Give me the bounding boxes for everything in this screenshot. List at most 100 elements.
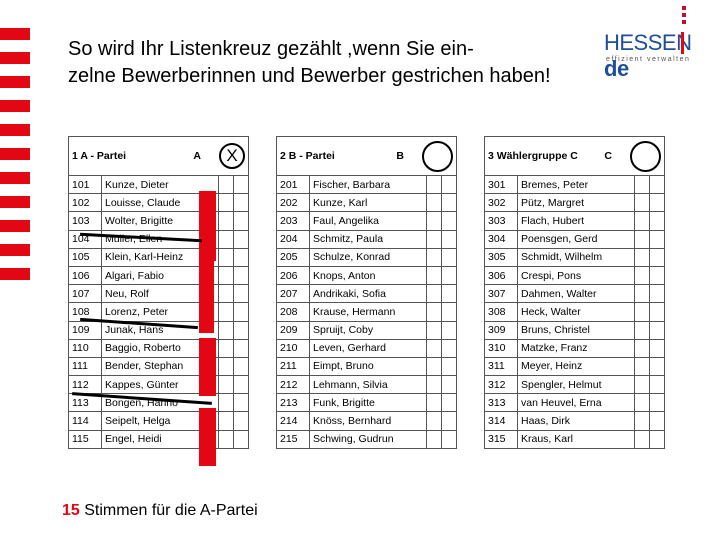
vote-box[interactable] [233, 174, 249, 195]
vote-box[interactable] [441, 375, 457, 395]
vote-box[interactable] [634, 375, 650, 395]
vote-box[interactable] [233, 375, 249, 395]
vote-box[interactable] [426, 338, 442, 358]
vote-box[interactable] [634, 265, 650, 286]
vote-box[interactable] [649, 247, 665, 267]
vote-box[interactable] [649, 429, 665, 449]
candidate-number: 308 [484, 302, 518, 322]
vote-box[interactable] [233, 284, 249, 304]
vote-box[interactable] [441, 338, 457, 358]
vote-box[interactable] [218, 174, 234, 195]
vote-box[interactable] [218, 211, 234, 231]
vote-box[interactable] [426, 284, 442, 304]
vote-box[interactable] [649, 229, 665, 249]
vote-box[interactable] [426, 375, 442, 395]
vote-box[interactable] [426, 247, 442, 267]
vote-box[interactable] [441, 174, 457, 195]
candidate-number: 109 [68, 320, 102, 340]
vote-box[interactable] [441, 247, 457, 267]
vote-box[interactable] [634, 338, 650, 358]
vote-box[interactable] [218, 429, 234, 449]
vote-box[interactable] [441, 356, 457, 377]
vote-box[interactable] [218, 193, 234, 213]
vote-box[interactable] [649, 302, 665, 322]
vote-box[interactable] [634, 411, 650, 431]
vote-box[interactable] [441, 284, 457, 304]
vote-box[interactable] [441, 193, 457, 213]
vote-box[interactable] [649, 338, 665, 358]
candidate-name: Kraus, Karl [517, 429, 635, 449]
vote-box[interactable] [218, 338, 234, 358]
vote-box[interactable] [233, 320, 249, 340]
vote-box[interactable] [218, 411, 234, 431]
vote-box[interactable] [426, 429, 442, 449]
candidate-number: 114 [68, 411, 102, 431]
candidate-row: 301 Bremes, Peter [484, 174, 665, 195]
list-vote-circle[interactable]: X [219, 143, 245, 169]
vote-box[interactable] [649, 320, 665, 340]
vote-box[interactable] [441, 211, 457, 231]
vote-box[interactable] [441, 265, 457, 286]
vote-box[interactable] [233, 356, 249, 377]
vote-box[interactable] [218, 229, 234, 249]
vote-box[interactable] [634, 429, 650, 449]
vote-box[interactable] [649, 284, 665, 304]
vote-box[interactable] [218, 284, 234, 304]
vote-box[interactable] [634, 393, 650, 413]
vote-box[interactable] [649, 375, 665, 395]
vote-box[interactable] [649, 265, 665, 286]
vote-box[interactable] [426, 302, 442, 322]
vote-box[interactable] [634, 284, 650, 304]
vote-box[interactable] [233, 393, 249, 413]
vote-box[interactable] [233, 429, 249, 449]
vote-box[interactable] [634, 193, 650, 213]
vote-box[interactable] [233, 211, 249, 231]
vote-box[interactable] [233, 338, 249, 358]
vote-box[interactable] [233, 302, 249, 322]
list-vote-circle[interactable] [630, 140, 661, 172]
candidate-name: Flach, Hubert [517, 211, 635, 231]
vote-box[interactable] [426, 174, 442, 195]
vote-box[interactable] [218, 375, 234, 395]
vote-box[interactable] [634, 302, 650, 322]
vote-box[interactable] [634, 211, 650, 231]
vote-box[interactable] [649, 393, 665, 413]
vote-box[interactable] [649, 356, 665, 377]
vote-box[interactable] [218, 265, 234, 286]
vote-box[interactable] [426, 393, 442, 413]
vote-box[interactable] [233, 411, 249, 431]
vote-box[interactable] [426, 356, 442, 377]
candidate-name: Seipelt, Helga [101, 411, 219, 431]
vote-box[interactable] [441, 302, 457, 322]
vote-box[interactable] [426, 265, 442, 286]
list-vote-circle[interactable] [422, 140, 453, 172]
vote-box[interactable] [649, 193, 665, 213]
vote-box[interactable] [649, 174, 665, 195]
vote-box[interactable] [218, 320, 234, 340]
vote-box[interactable] [441, 429, 457, 449]
vote-box[interactable] [634, 320, 650, 340]
vote-box[interactable] [441, 411, 457, 431]
vote-box[interactable] [634, 356, 650, 377]
vote-box[interactable] [441, 320, 457, 340]
vote-box[interactable] [218, 302, 234, 322]
vote-box[interactable] [441, 393, 457, 413]
vote-box[interactable] [233, 247, 249, 267]
vote-box[interactable] [634, 229, 650, 249]
vote-box[interactable] [218, 247, 234, 267]
vote-box[interactable] [441, 229, 457, 249]
vote-box[interactable] [426, 320, 442, 340]
vote-box[interactable] [649, 411, 665, 431]
vote-box[interactable] [233, 265, 249, 286]
vote-box[interactable] [218, 393, 234, 413]
vote-box[interactable] [233, 229, 249, 249]
vote-box[interactable] [634, 174, 650, 195]
vote-box[interactable] [426, 211, 442, 231]
vote-box[interactable] [218, 356, 234, 377]
vote-box[interactable] [634, 247, 650, 267]
vote-box[interactable] [233, 193, 249, 213]
vote-box[interactable] [426, 193, 442, 213]
vote-box[interactable] [649, 211, 665, 231]
vote-box[interactable] [426, 229, 442, 249]
vote-box[interactable] [426, 411, 442, 431]
